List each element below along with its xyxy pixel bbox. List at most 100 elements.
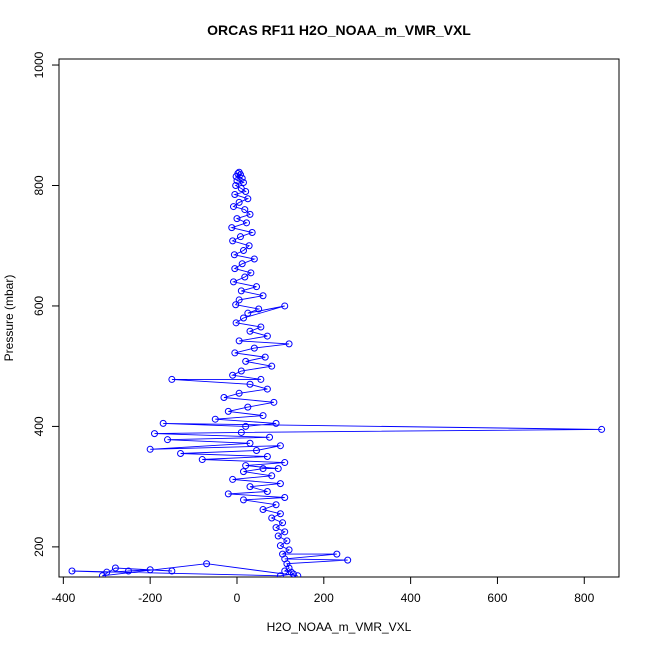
data-point	[168, 567, 176, 575]
data-point	[168, 375, 176, 383]
data-point	[233, 177, 241, 185]
data-point	[103, 568, 111, 576]
data-point	[239, 496, 247, 504]
data-point	[68, 567, 76, 575]
data-point	[243, 219, 251, 227]
series-line	[71, 171, 602, 577]
data-point	[229, 475, 237, 483]
data-point	[263, 332, 271, 340]
data-point	[281, 302, 289, 310]
data-point	[246, 483, 254, 491]
data-point	[257, 375, 265, 383]
data-point	[276, 542, 284, 550]
data-point	[245, 242, 253, 250]
data-point	[253, 283, 261, 291]
data-point	[263, 385, 271, 393]
data-point	[242, 422, 250, 430]
y-tick-label: 800	[32, 175, 46, 195]
data-point	[276, 572, 284, 577]
plot-frame	[58, 58, 620, 578]
data-point	[177, 450, 185, 458]
data-point	[246, 210, 254, 218]
data-point	[250, 344, 258, 352]
data-point	[231, 191, 239, 199]
data-point	[237, 367, 245, 375]
data-point	[276, 510, 284, 518]
data-point	[255, 305, 263, 313]
data-point	[263, 453, 271, 461]
data-point	[261, 353, 269, 361]
data-point	[164, 436, 172, 444]
data-point	[244, 403, 252, 411]
data-point	[233, 215, 241, 223]
data-point	[235, 389, 243, 397]
data-point	[283, 537, 291, 545]
data-point	[246, 380, 254, 388]
data-point	[111, 564, 119, 572]
data-point	[238, 260, 246, 268]
data-point	[239, 314, 247, 322]
x-tick-label: 200	[314, 591, 334, 605]
data-point	[228, 224, 236, 232]
data-point	[285, 340, 293, 348]
data-point	[242, 462, 250, 470]
data-point	[281, 459, 289, 467]
y-tick-label: 600	[32, 296, 46, 316]
x-axis-label: H2O_NOAA_m_VMR_VXL	[267, 620, 412, 634]
data-point	[287, 568, 295, 576]
data-point	[124, 567, 132, 575]
data-point	[230, 278, 238, 286]
data-point	[248, 228, 256, 236]
data-point	[237, 428, 245, 436]
data-point	[285, 546, 293, 554]
data-point	[259, 412, 267, 420]
data-point	[241, 206, 249, 214]
data-point	[239, 468, 247, 476]
data-point	[232, 172, 240, 180]
data-point	[220, 394, 228, 402]
data-point	[272, 524, 280, 532]
data-point	[224, 490, 232, 498]
plot-area	[68, 168, 606, 577]
data-point	[268, 362, 276, 370]
data-point	[259, 506, 267, 514]
data-point	[198, 456, 206, 464]
data-point	[229, 237, 237, 245]
data-point	[257, 323, 265, 331]
data-point	[242, 188, 250, 196]
data-point	[224, 407, 232, 415]
x-tick-label: 800	[574, 591, 594, 605]
data-point	[232, 319, 240, 327]
data-point	[232, 181, 240, 189]
x-axis: -400 -200 0 200 400 600 800	[51, 577, 595, 605]
data-point	[268, 472, 276, 480]
y-tick-label: 400	[32, 416, 46, 436]
data-point	[250, 255, 258, 263]
data-point	[294, 572, 302, 577]
data-point	[253, 447, 261, 455]
data-point	[236, 171, 244, 179]
data-point	[246, 327, 254, 335]
data-point	[270, 398, 278, 406]
data-point	[279, 519, 287, 527]
data-point	[244, 195, 252, 203]
y-tick-label: 200	[32, 537, 46, 557]
data-point	[598, 425, 606, 433]
data-point	[146, 566, 154, 574]
data-point	[281, 493, 289, 501]
x-tick-label: 0	[234, 591, 241, 605]
data-point	[242, 357, 250, 365]
data-point	[283, 560, 291, 568]
data-point	[244, 309, 252, 317]
data-point	[159, 419, 167, 427]
data-point	[276, 442, 284, 450]
data-point	[246, 439, 254, 447]
data-point	[274, 532, 282, 540]
data-point	[235, 296, 243, 304]
y-tick-label: 1000	[32, 51, 46, 78]
data-point	[235, 337, 243, 345]
data-point	[272, 501, 280, 509]
data-point	[203, 560, 211, 568]
data-point	[333, 550, 341, 558]
x-tick-label: 400	[401, 591, 421, 605]
